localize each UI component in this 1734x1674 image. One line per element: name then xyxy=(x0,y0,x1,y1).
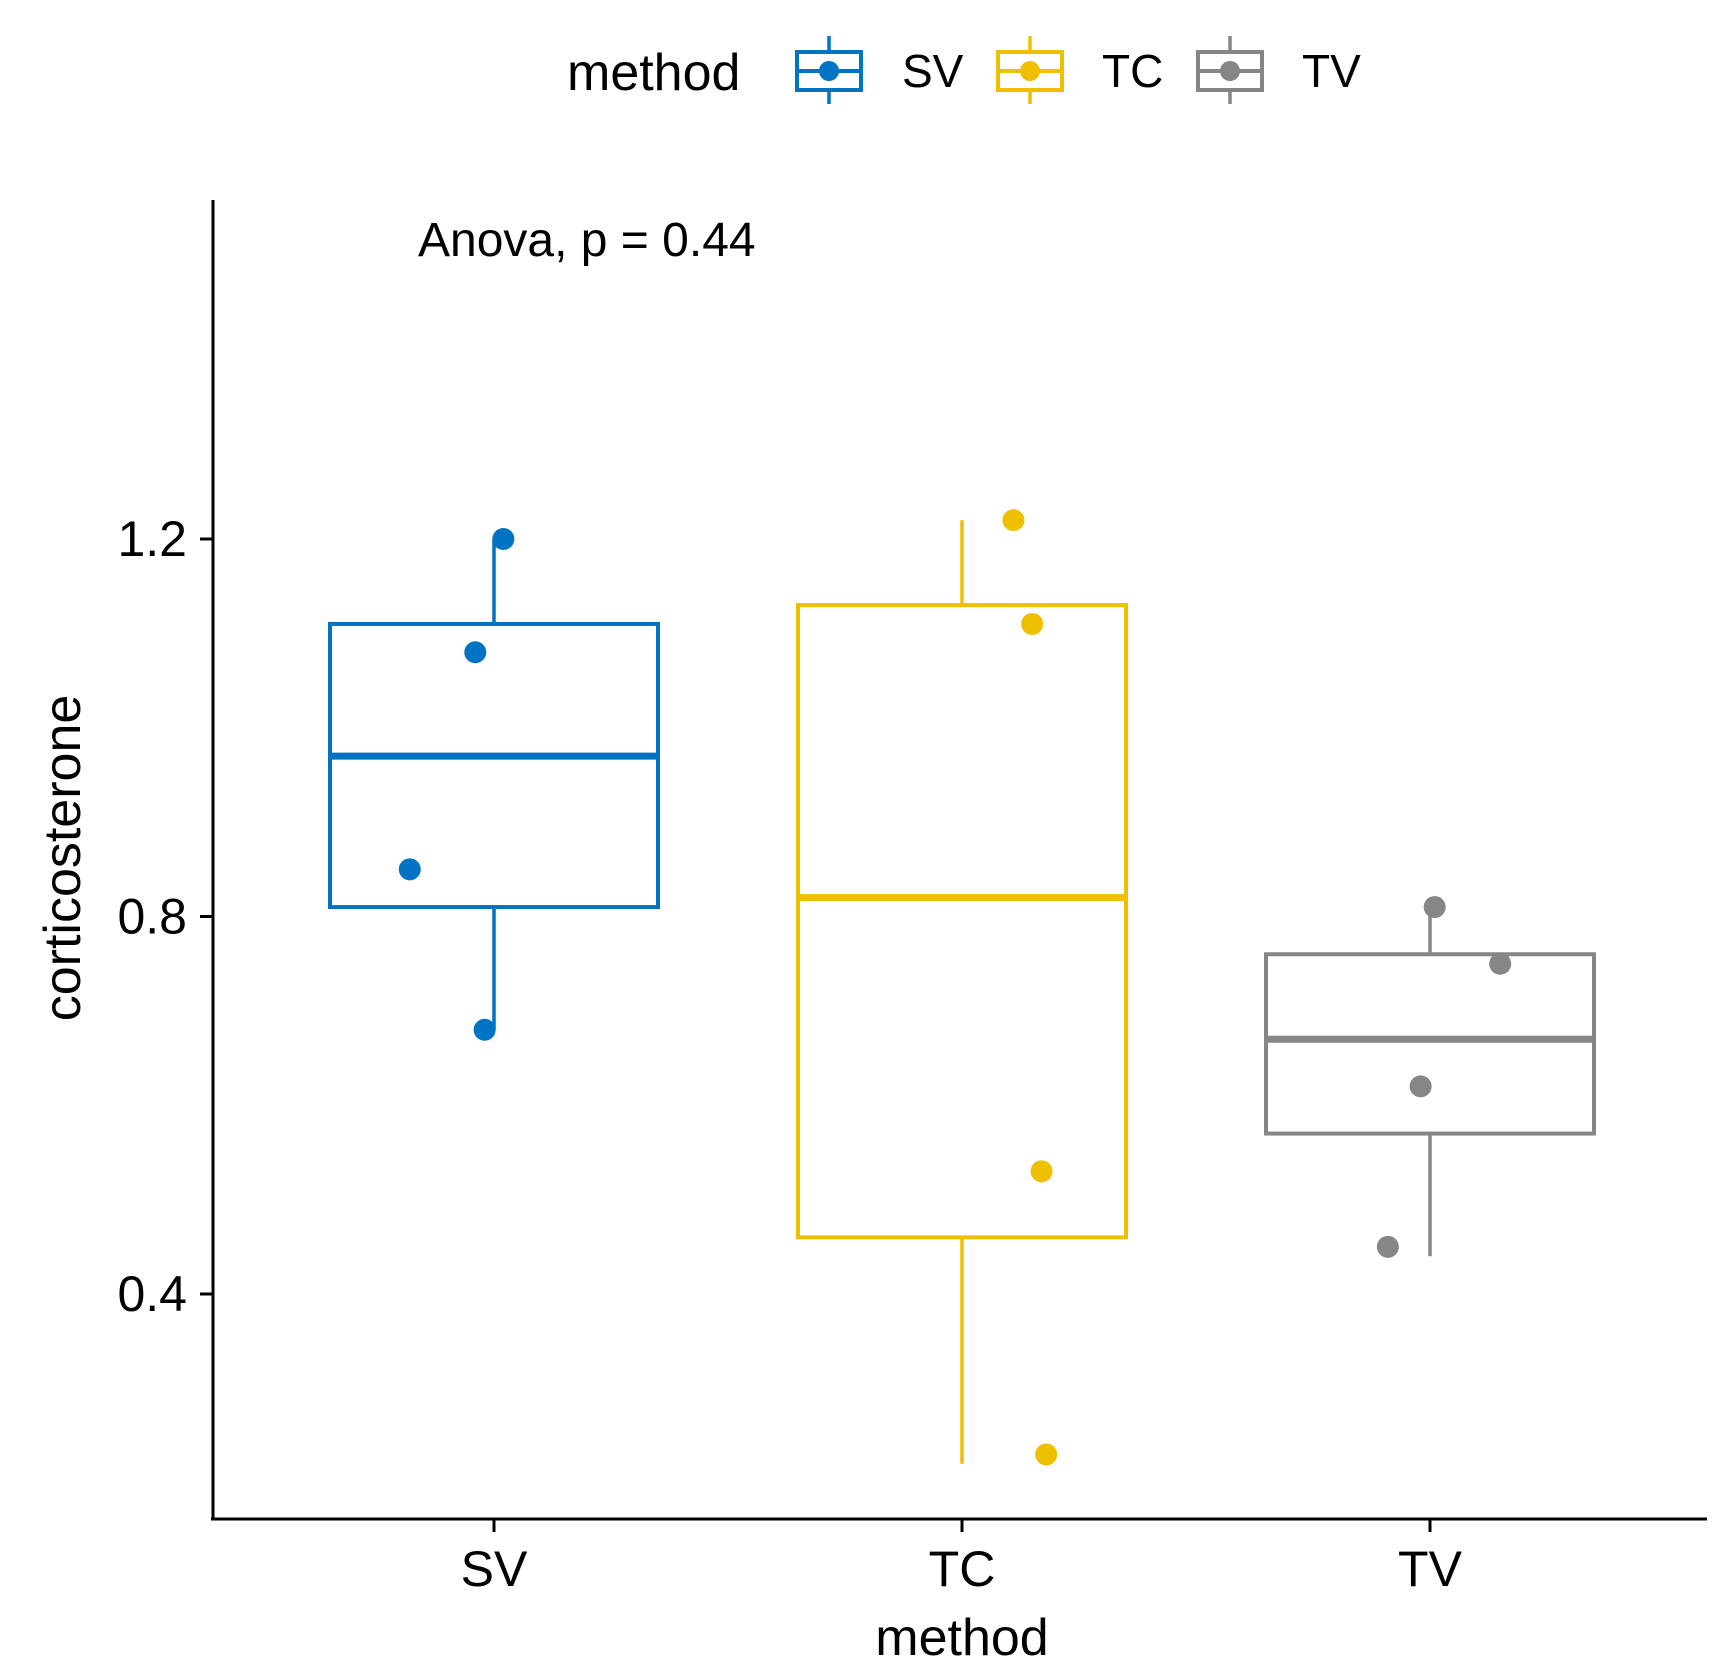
box-group-sv xyxy=(328,528,660,1041)
box xyxy=(1264,952,1596,1136)
data-point xyxy=(398,858,421,881)
data-point xyxy=(1376,1235,1399,1258)
anova-annotation: Anova, p = 0.44 xyxy=(418,214,756,267)
legend-key-sv: SV xyxy=(795,36,964,104)
data-point xyxy=(473,1018,496,1041)
y-ticks: 0.4 0.8 1.2 xyxy=(117,511,213,1322)
legend-key-point xyxy=(819,61,839,81)
box-group-tc xyxy=(796,509,1128,1466)
legend-label: TV xyxy=(1302,45,1361,97)
legend-key-tv: TV xyxy=(1196,36,1361,104)
y-tick-label: 0.8 xyxy=(117,889,187,945)
x-axis-title: method xyxy=(875,1609,1048,1667)
legend-label: TC xyxy=(1102,45,1163,97)
box-group-tv xyxy=(1264,896,1596,1258)
data-point xyxy=(1489,952,1512,975)
y-axis-title: corticosterone xyxy=(34,695,92,1022)
legend: method SV TC TV xyxy=(567,36,1361,104)
x-tick-label: TC xyxy=(929,1541,996,1597)
x-tick-label: SV xyxy=(461,1541,528,1597)
legend-key-point xyxy=(1020,61,1040,81)
plot-area xyxy=(328,509,1596,1466)
legend-title: method xyxy=(567,44,740,102)
data-point xyxy=(1002,509,1025,532)
data-point xyxy=(1035,1443,1058,1466)
legend-key-point xyxy=(1220,61,1240,81)
data-point xyxy=(464,641,487,664)
data-point xyxy=(1030,1160,1053,1183)
box xyxy=(796,603,1128,1240)
x-ticks: SV TC TV xyxy=(461,1519,1463,1597)
data-point xyxy=(1021,612,1044,635)
y-tick-label: 0.4 xyxy=(117,1266,187,1322)
box xyxy=(328,621,660,910)
x-tick-label: TV xyxy=(1398,1541,1463,1597)
legend-label: SV xyxy=(902,45,964,97)
data-point xyxy=(1423,896,1446,919)
data-point xyxy=(492,528,515,550)
y-tick-label: 1.2 xyxy=(117,511,187,567)
data-point xyxy=(1409,1075,1432,1098)
legend-key-tc: TC xyxy=(996,36,1163,104)
